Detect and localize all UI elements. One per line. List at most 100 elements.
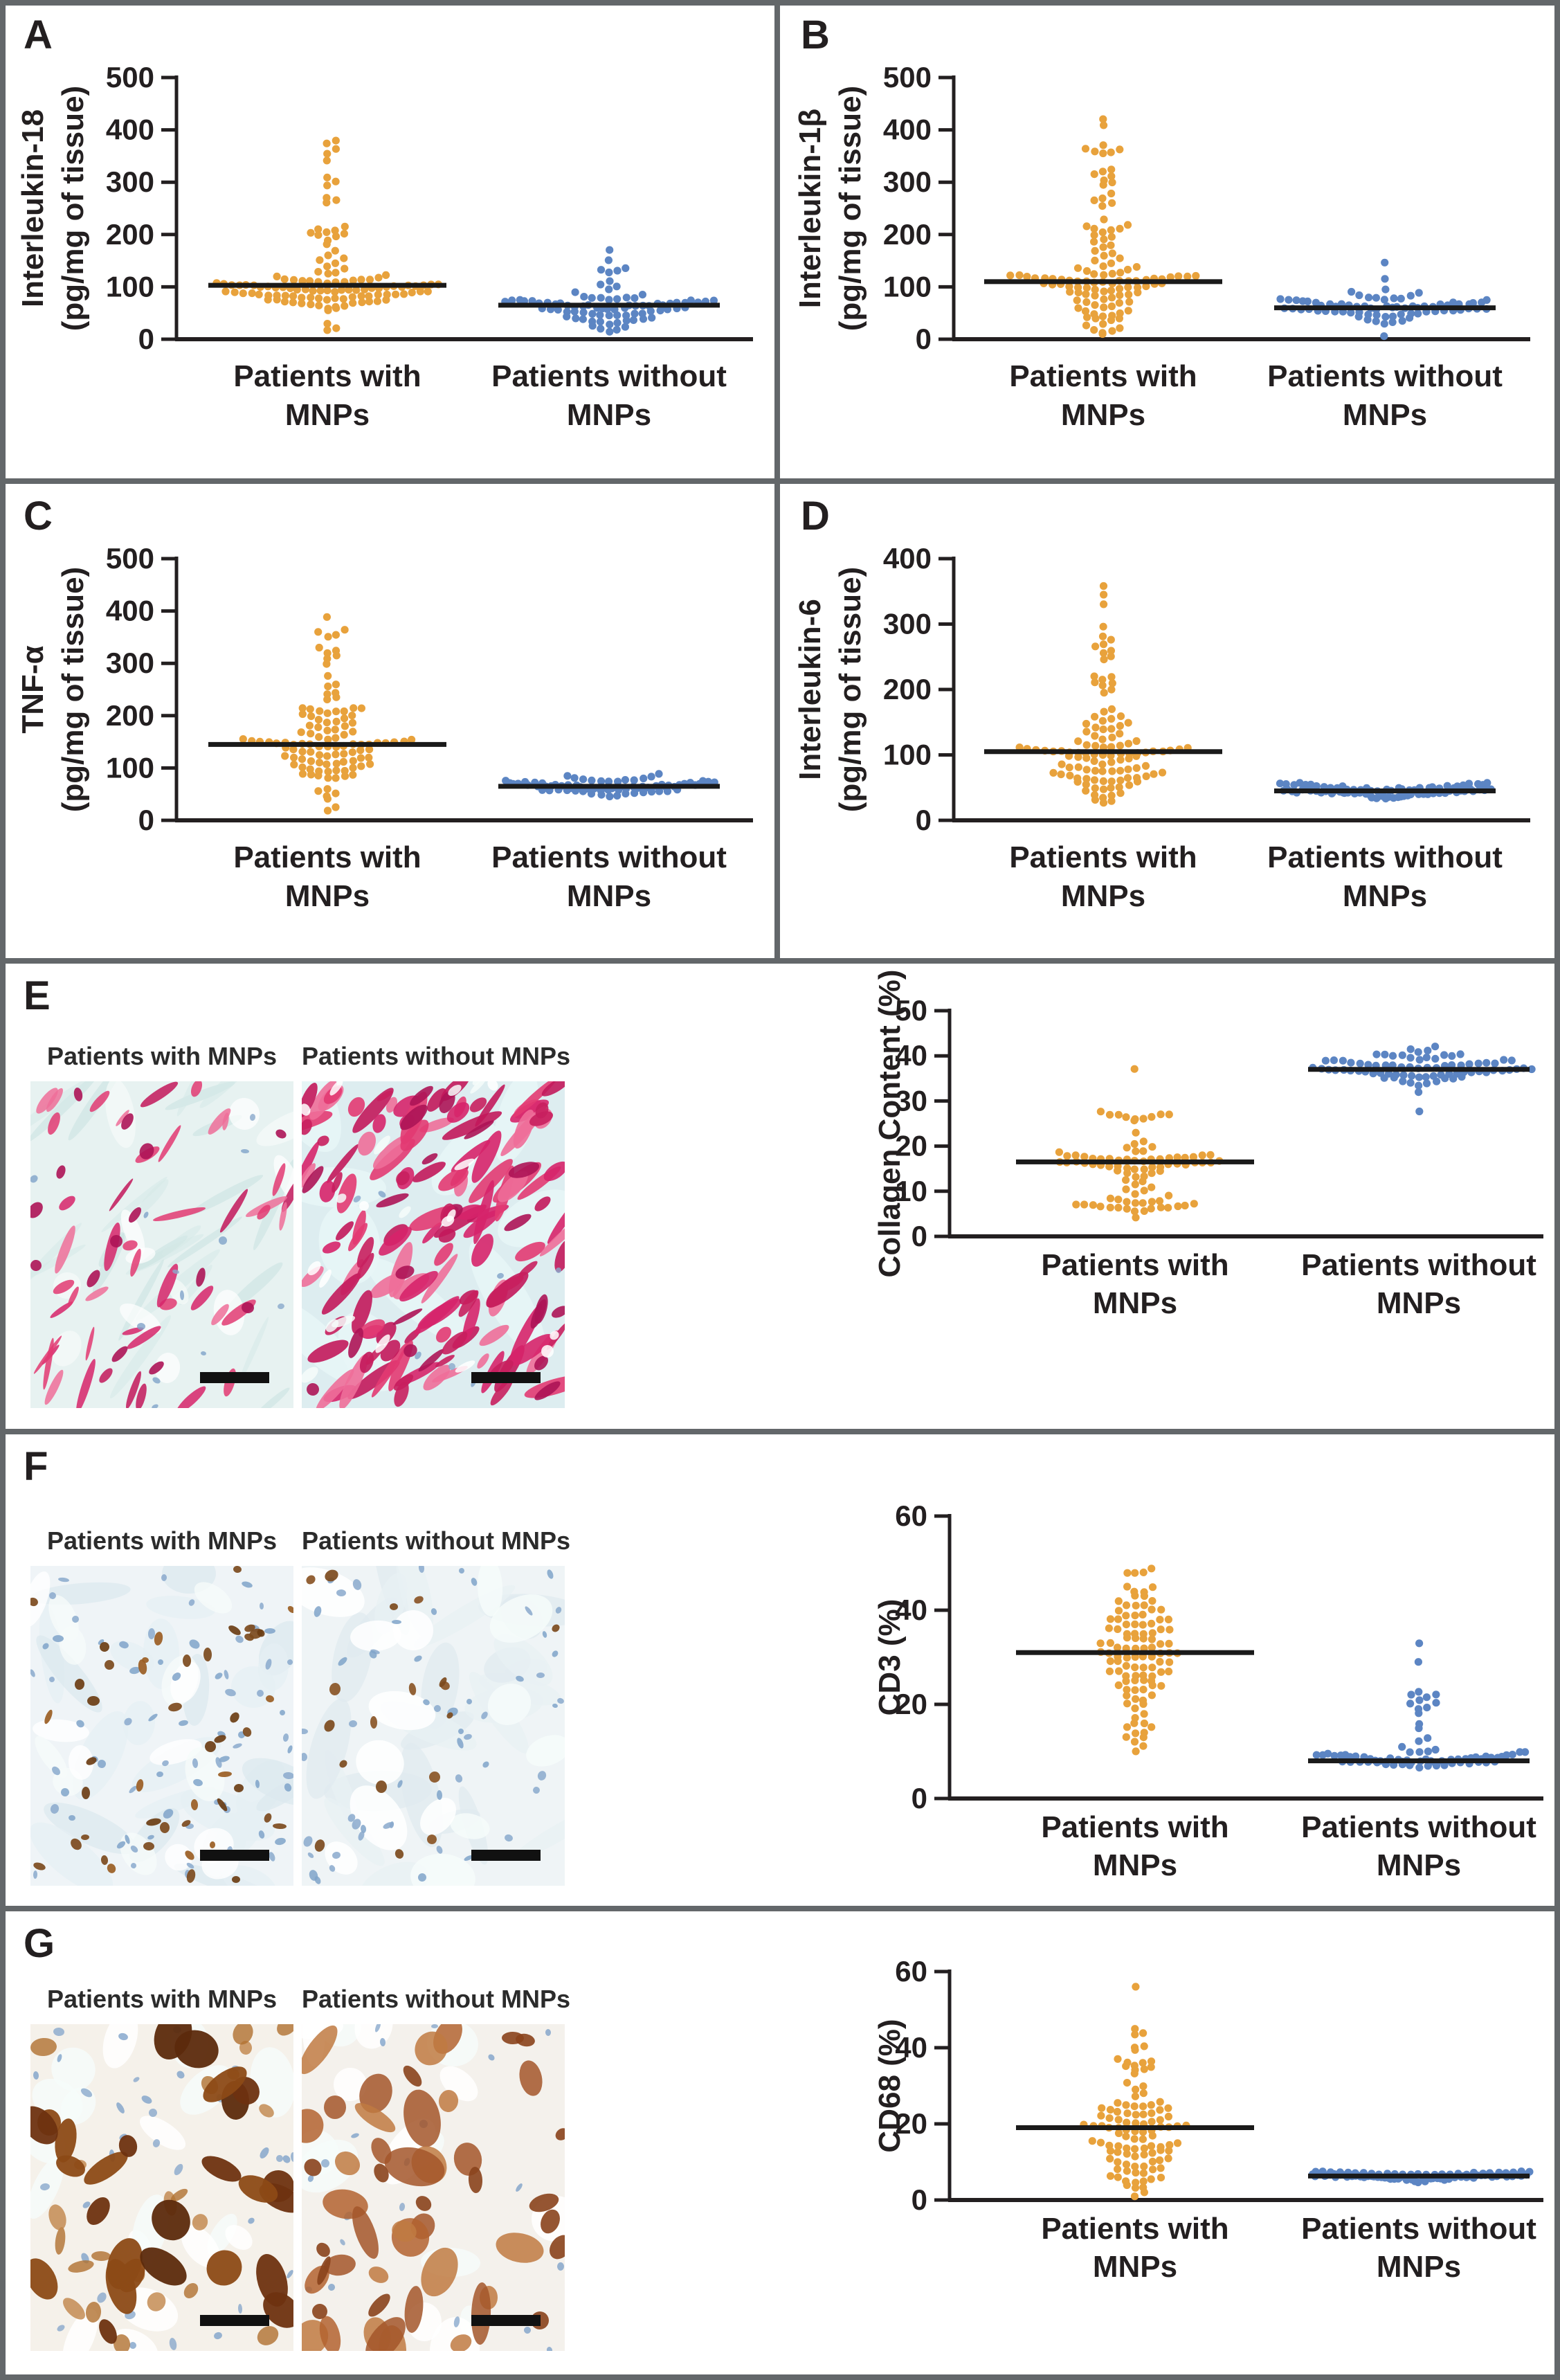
data-point — [1440, 1051, 1449, 1059]
stain-blob — [266, 1695, 274, 1703]
data-point — [331, 259, 340, 267]
stain-blob — [429, 1772, 440, 1783]
stain-blob — [468, 2167, 483, 2193]
stain-blob — [482, 1761, 489, 1768]
data-point — [1157, 2146, 1165, 2154]
data-point — [416, 287, 425, 296]
stain-blob — [466, 1699, 472, 1704]
stain-blob — [68, 1745, 94, 1780]
data-point — [1464, 779, 1473, 788]
data-point — [1140, 1207, 1148, 1215]
data-point — [1123, 1169, 1132, 1178]
stain-blob — [257, 1205, 271, 1220]
stain-blob — [419, 1117, 454, 1133]
stain-blob — [497, 1272, 504, 1279]
stain-blob — [239, 1317, 269, 1382]
stain-blob — [63, 2298, 85, 2320]
data-point — [1098, 312, 1107, 321]
data-point — [356, 746, 365, 755]
data-point — [1139, 2110, 1148, 2118]
data-point — [571, 786, 580, 795]
data-point — [1116, 269, 1125, 277]
data-point — [1365, 294, 1373, 302]
data-point — [1100, 707, 1108, 716]
x-category-label: Patients without — [1301, 2212, 1536, 2246]
stain-blob — [368, 2266, 389, 2283]
data-point — [307, 770, 316, 779]
data-point — [1074, 737, 1082, 746]
scale-bar — [200, 2315, 269, 2326]
data-point — [323, 228, 331, 236]
stain-blob — [334, 2068, 367, 2101]
data-point — [1108, 679, 1116, 687]
stain-blob — [434, 1243, 453, 1266]
data-point — [298, 770, 307, 778]
x-category-label: MNPs — [1343, 879, 1427, 913]
stain-blob — [48, 1112, 60, 1135]
data-point — [290, 753, 298, 761]
data-point — [1424, 1747, 1432, 1756]
stain-blob — [110, 1235, 123, 1247]
stain-blob — [420, 1798, 456, 1835]
data-point — [331, 226, 339, 235]
x-category-label: MNPs — [1061, 398, 1145, 432]
data-point — [1148, 1664, 1157, 1672]
stain-blob — [312, 2304, 327, 2319]
stain-blob — [471, 1130, 502, 1183]
data-point — [1415, 1737, 1423, 1745]
data-point — [315, 643, 323, 652]
data-point — [1091, 712, 1099, 721]
data-point — [1355, 291, 1363, 300]
data-point — [1148, 1565, 1156, 1573]
x-category-label: MNPs — [1377, 1286, 1461, 1320]
data-point — [1139, 2082, 1148, 2091]
data-point — [365, 753, 373, 761]
y-tick-label: 200 — [106, 699, 154, 732]
data-point — [1115, 783, 1123, 791]
data-point — [273, 272, 281, 280]
data-point — [1131, 1663, 1139, 1672]
data-point — [1123, 1569, 1132, 1577]
scale-bar — [200, 1850, 269, 1861]
data-point — [1082, 298, 1091, 306]
data-point — [1100, 271, 1108, 279]
y-tick-label: 0 — [916, 323, 932, 355]
stain-blob — [105, 1081, 136, 1148]
data-point — [324, 682, 332, 691]
stain-blob — [224, 1670, 229, 1679]
stain-blob — [85, 2302, 102, 2323]
stain-blob — [352, 1290, 372, 1334]
stain-blob — [55, 2118, 77, 2163]
stain-blob — [256, 1777, 293, 1812]
stain-blob — [118, 2032, 128, 2041]
stain-blob — [248, 2217, 255, 2224]
data-point — [1139, 1664, 1148, 1672]
data-point — [315, 294, 323, 303]
data-point — [1065, 764, 1073, 772]
data-point — [1131, 1592, 1139, 1600]
data-point — [357, 292, 365, 300]
data-point — [281, 752, 289, 760]
median-line — [1016, 2125, 1254, 2130]
data-point — [1099, 149, 1107, 158]
data-point — [605, 312, 613, 320]
stain-blob — [275, 1129, 287, 1139]
data-point — [1106, 1194, 1115, 1202]
data-point — [400, 290, 408, 298]
data-point — [373, 297, 382, 305]
data-point — [1122, 1185, 1130, 1193]
data-point — [1057, 770, 1065, 779]
data-point — [1147, 2063, 1155, 2071]
data-point — [1157, 1605, 1166, 1614]
data-point — [340, 750, 348, 758]
data-point — [1114, 2099, 1122, 2107]
stain-blob — [302, 1103, 311, 1116]
data-point — [1123, 2144, 1131, 2152]
stain-blob — [232, 1875, 240, 1884]
data-point — [1106, 2154, 1114, 2163]
data-point — [349, 299, 357, 307]
data-point — [1082, 741, 1091, 749]
data-point — [1139, 1199, 1147, 1207]
stain-blob — [119, 1641, 129, 1649]
